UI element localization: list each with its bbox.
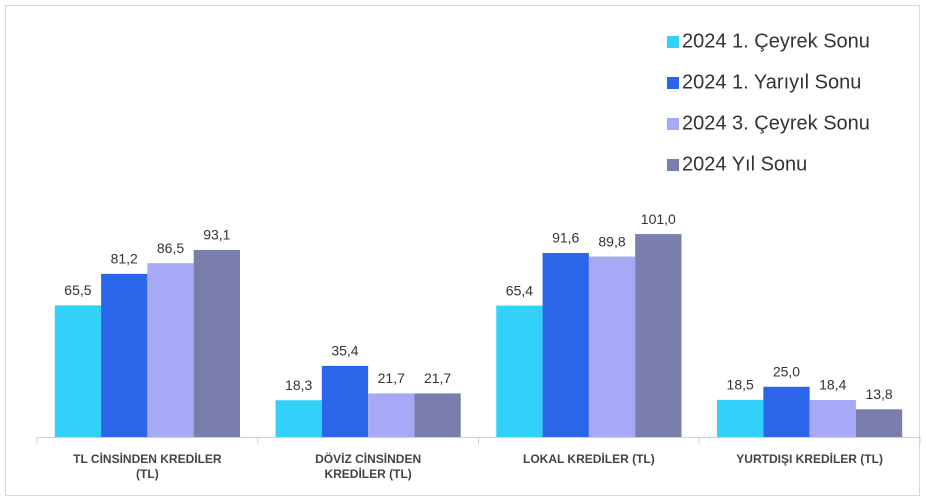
legend-swatch	[667, 159, 679, 171]
x-tick-label: DÖVİZ CİNSİNDEN KREDİLER (TL)	[315, 452, 422, 481]
bar	[855, 409, 903, 437]
bar	[809, 400, 856, 437]
bar	[588, 256, 636, 437]
legend-label: 2024 1. Yarıyıl Sonu	[682, 71, 861, 93]
value-label: 21,7	[424, 370, 451, 386]
value-label: 65,5	[64, 282, 91, 298]
bar	[496, 305, 543, 437]
legend-label: 2024 1. Çeyrek Sonu	[682, 30, 870, 52]
value-label: 101,0	[641, 211, 676, 227]
value-label: 89,8	[598, 233, 625, 249]
bar	[635, 234, 682, 437]
value-label: 93,1	[203, 227, 230, 243]
value-label: 18,5	[727, 377, 754, 393]
bar	[54, 305, 102, 437]
bar	[717, 399, 764, 437]
bar	[542, 252, 589, 437]
legend-swatch	[667, 118, 679, 130]
bar	[193, 249, 240, 437]
value-label: 21,7	[378, 370, 405, 386]
bar	[763, 386, 810, 437]
legend-swatch	[667, 77, 679, 89]
bar	[101, 273, 148, 437]
value-label: 86,5	[157, 240, 184, 256]
value-label: 81,2	[111, 251, 138, 267]
legend-swatch	[667, 36, 679, 48]
x-tick-label: YURTDIŞI KREDİLER (TL)	[736, 452, 883, 466]
bar	[414, 393, 461, 437]
value-label: 65,4	[506, 282, 533, 298]
value-label: 18,3	[285, 377, 312, 393]
value-label: 25,0	[773, 363, 800, 379]
value-label: 91,6	[552, 230, 579, 246]
value-label: 18,4	[819, 377, 846, 393]
value-label: 13,8	[865, 386, 892, 402]
x-tick-label: TL CİNSİNDEN KREDİLER (TL)	[73, 452, 222, 481]
bar	[321, 365, 369, 437]
bar	[275, 400, 322, 437]
value-label: 35,4	[331, 343, 358, 359]
chart-border	[5, 5, 920, 496]
x-tick-label: LOKAL KREDİLER (TL)	[522, 452, 655, 466]
legend-label: 2024 Yıl Sonu	[682, 153, 807, 175]
bar	[147, 263, 194, 437]
legend-label: 2024 3. Çeyrek Sonu	[682, 112, 870, 134]
bar	[368, 393, 415, 437]
